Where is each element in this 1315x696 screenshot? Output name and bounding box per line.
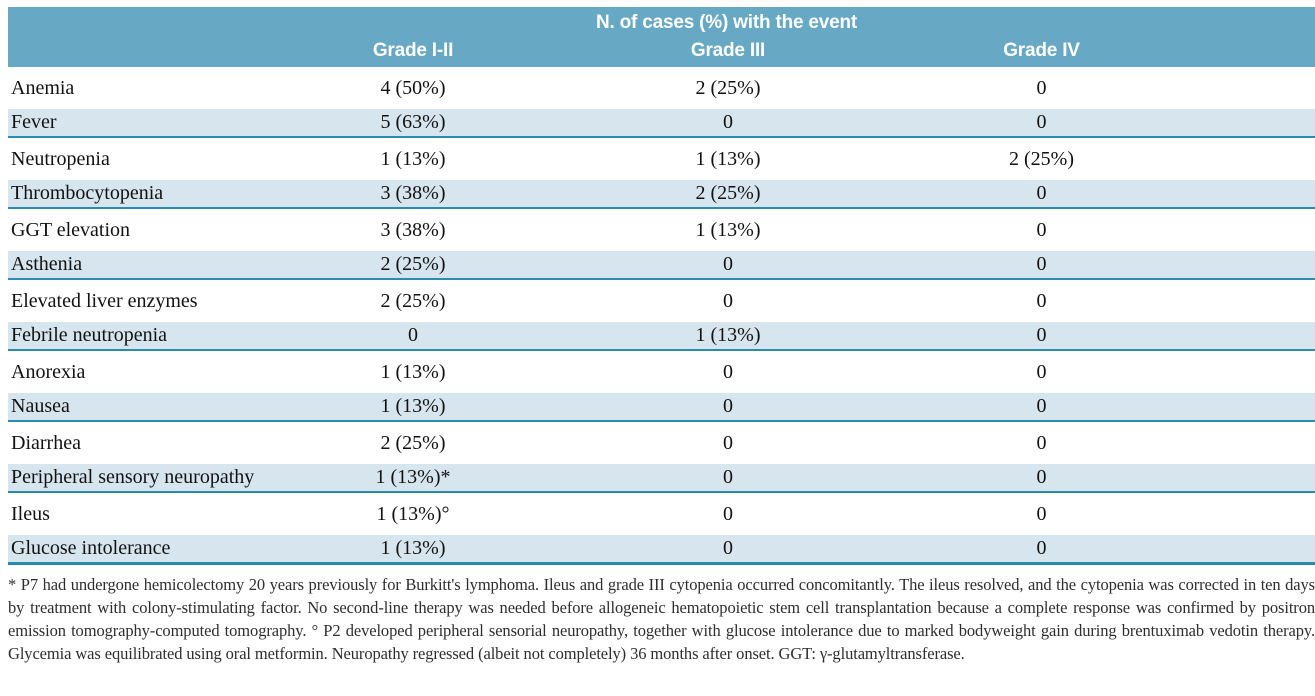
grade3-value: 1 (13%)	[695, 324, 761, 346]
grade1-2-value: 1 (13%)	[380, 395, 446, 417]
grade4-value: 0	[1036, 324, 1047, 346]
grade1-2-value: 2 (25%)	[380, 289, 446, 312]
grade1-2-value: 1 (13%)	[380, 147, 446, 170]
grade1-2-value: 1 (13%)*	[375, 466, 451, 488]
table-row: Anorexia 1 (13%) 0 0	[8, 351, 1315, 393]
table-row: Diarrhea 2 (25%) 0 0	[8, 422, 1315, 464]
header-columns-row: Grade I-II Grade III Grade IV	[8, 34, 1315, 67]
grade3-value: 0	[723, 360, 733, 383]
table-row: Ileus 1 (13%)° 0 0	[8, 493, 1315, 535]
grade3-value: 0	[723, 431, 733, 454]
grade4-value: 0	[1036, 537, 1047, 559]
table-row: Asthenia 2 (25%) 0 0	[8, 251, 1315, 280]
grade1-2-value: 4 (50%)	[380, 76, 446, 99]
grade4-value: 0	[1036, 76, 1047, 99]
grade3-value: 1 (13%)	[695, 218, 761, 241]
event-label: Elevated liver enzymes	[11, 289, 198, 312]
grade1-2-value: 0	[408, 324, 418, 346]
grade1-2-value: 1 (13%)	[380, 537, 446, 559]
event-label: Peripheral sensory neuropathy	[11, 466, 255, 488]
grade4-value: 0	[1036, 289, 1047, 312]
grade1-2-value: 1 (13%)	[380, 360, 446, 383]
event-label: Neutropenia	[11, 147, 110, 170]
adverse-events-table: N. of cases (%) with the event Grade I-I…	[8, 7, 1315, 665]
grade4-value: 0	[1036, 218, 1047, 241]
grade4-value: 0	[1036, 395, 1047, 417]
grade1-2-value: 3 (38%)	[380, 218, 446, 241]
table-row: Neutropenia 1 (13%) 1 (13%) 2 (25%)	[8, 138, 1315, 180]
grade4-value: 0	[1036, 182, 1047, 204]
event-label: Febrile neutropenia	[11, 324, 168, 346]
header-span-row: N. of cases (%) with the event	[8, 7, 1315, 34]
grade1-2-value: 3 (38%)	[380, 182, 446, 204]
event-label: Glucose intolerance	[11, 537, 171, 559]
event-label: Anorexia	[11, 360, 86, 383]
grade4-value: 0	[1036, 360, 1047, 383]
table-row: Peripheral sensory neuropathy 1 (13%)* 0…	[8, 464, 1315, 493]
event-label: Ileus	[11, 502, 50, 525]
grade3-value: 1 (13%)	[695, 147, 761, 170]
grade3-value: 0	[723, 111, 733, 133]
header-grade3-column: Grade III	[690, 39, 766, 61]
grade3-value: 2 (25%)	[695, 76, 761, 99]
grade4-value: 0	[1036, 111, 1047, 133]
table-row: Anemia 4 (50%) 2 (25%) 0	[8, 67, 1315, 109]
table-header: N. of cases (%) with the event Grade I-I…	[8, 7, 1315, 67]
grade3-value: 2 (25%)	[695, 182, 761, 204]
grade3-value: 0	[723, 466, 733, 488]
event-label: Fever	[11, 111, 57, 133]
header-grade1-2-column: Grade I-II	[372, 39, 454, 61]
event-label: Diarrhea	[11, 431, 81, 454]
header-event-column	[8, 34, 258, 67]
grade4-value: 0	[1036, 431, 1047, 454]
table-row: Nausea 1 (13%) 0 0	[8, 393, 1315, 422]
table-body: Anemia 4 (50%) 2 (25%) 0 Fever 5 (63%) 0…	[8, 67, 1315, 565]
header-grade4-column: Grade IV	[1003, 39, 1080, 61]
grade1-2-value: 2 (25%)	[380, 431, 446, 454]
grade3-value: 0	[723, 289, 733, 312]
grade4-value: 2 (25%)	[1009, 147, 1074, 170]
table-row: Glucose intolerance 1 (13%) 0 0	[8, 535, 1315, 565]
table-row: Fever 5 (63%) 0 0	[8, 109, 1315, 138]
event-label: Anemia	[11, 76, 75, 99]
grade3-value: 0	[723, 537, 733, 559]
event-label: Nausea	[11, 395, 70, 417]
table-row: GGT elevation 3 (38%) 1 (13%) 0	[8, 209, 1315, 251]
grade3-value: 0	[723, 502, 733, 525]
grade3-value: 0	[723, 395, 733, 417]
grade3-value: 0	[723, 253, 733, 275]
table-row: Thrombocytopenia 3 (38%) 2 (25%) 0	[8, 180, 1315, 209]
grade1-2-value: 2 (25%)	[380, 253, 446, 275]
grade1-2-value: 5 (63%)	[380, 111, 446, 133]
event-label: Asthenia	[11, 253, 83, 275]
event-label: GGT elevation	[11, 218, 131, 241]
grade4-value: 0	[1036, 253, 1047, 275]
grade4-value: 0	[1036, 502, 1047, 525]
table-row: Elevated liver enzymes 2 (25%) 0 0	[8, 280, 1315, 322]
header-span-title: N. of cases (%) with the event	[595, 12, 858, 33]
grade4-value: 0	[1036, 466, 1047, 488]
table-row: Febrile neutropenia 0 1 (13%) 0	[8, 322, 1315, 351]
grade1-2-value: 1 (13%)°	[376, 502, 450, 525]
table-footnote: * P7 had undergone hemicolectomy 20 year…	[8, 575, 1315, 663]
event-label: Thrombocytopenia	[11, 182, 164, 204]
